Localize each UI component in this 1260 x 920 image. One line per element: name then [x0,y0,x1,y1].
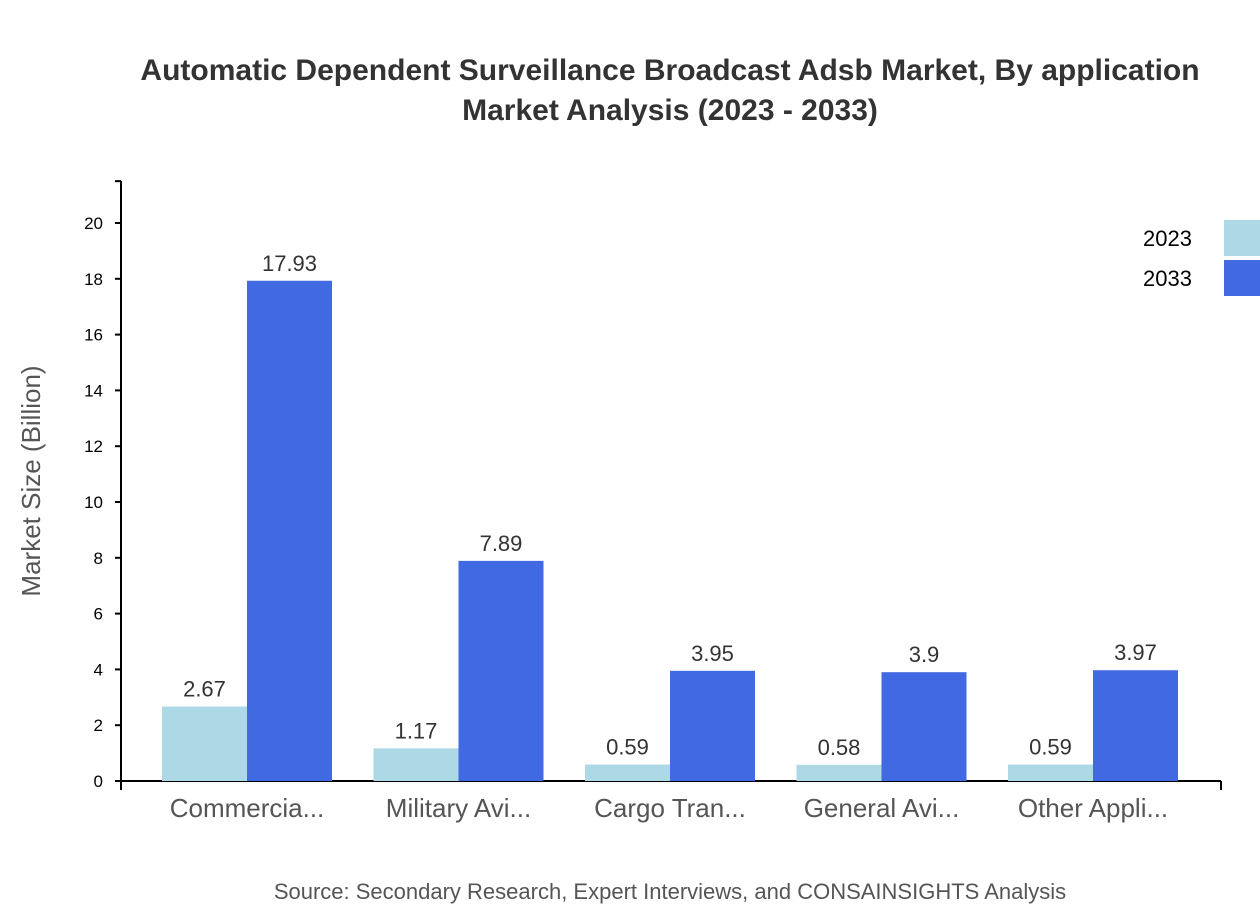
data-label-2033: 7.89 [480,531,523,556]
chart-title-line-1: Automatic Dependent Surveillance Broadca… [140,54,1199,87]
data-label-2023: 2.67 [183,677,226,702]
bar-2023 [796,764,882,781]
x-tick-label: General Avi... [804,793,960,823]
y-tick-label: 4 [94,660,103,679]
bar-2023 [162,706,247,781]
bar-2023 [585,764,670,781]
data-label-2033: 3.95 [691,641,734,666]
x-tick-label: Cargo Tran... [594,793,746,823]
x-tick-label: Commercia... [170,793,325,823]
bar-2033 [670,670,755,781]
data-label-2023: 0.58 [818,735,861,760]
legend-swatch-2023 [1224,220,1260,256]
source-note: Source: Secondary Research, Expert Inter… [274,879,1066,904]
bar-2033 [458,560,544,781]
bar-2023 [1008,764,1093,781]
data-label-2023: 0.59 [606,735,649,760]
data-label-2023: 1.17 [395,718,438,743]
y-tick-label: 6 [94,605,103,624]
y-tick-label: 20 [84,214,103,233]
legend-swatch-2033 [1224,260,1260,296]
y-tick-label: 12 [84,437,103,456]
legend-label-2023: 2023 [1143,226,1192,251]
y-tick-label: 0 [94,772,103,791]
y-tick-label: 10 [84,493,103,512]
data-label-2023: 0.59 [1029,735,1072,760]
bar-2033 [1093,670,1178,781]
bar-2033 [247,280,332,781]
legend-label-2033: 2033 [1143,266,1192,291]
data-label-2033: 3.9 [909,642,940,667]
y-tick-label: 18 [84,270,103,289]
y-tick-label: 14 [84,381,103,400]
x-tick-label: Other Appli... [1018,793,1168,823]
x-tick-label: Military Avi... [386,793,531,823]
data-label-2033: 17.93 [262,251,317,276]
data-label-2033: 3.97 [1114,640,1157,665]
bar-2033 [881,672,967,781]
y-axis-label: Market Size (Billion) [16,365,46,596]
y-tick-label: 2 [94,716,103,735]
bar-2023 [373,748,459,781]
chart-title-line-2: Market Analysis (2023 - 2033) [462,94,878,127]
y-tick-label: 16 [84,326,103,345]
y-tick-label: 8 [94,549,103,568]
